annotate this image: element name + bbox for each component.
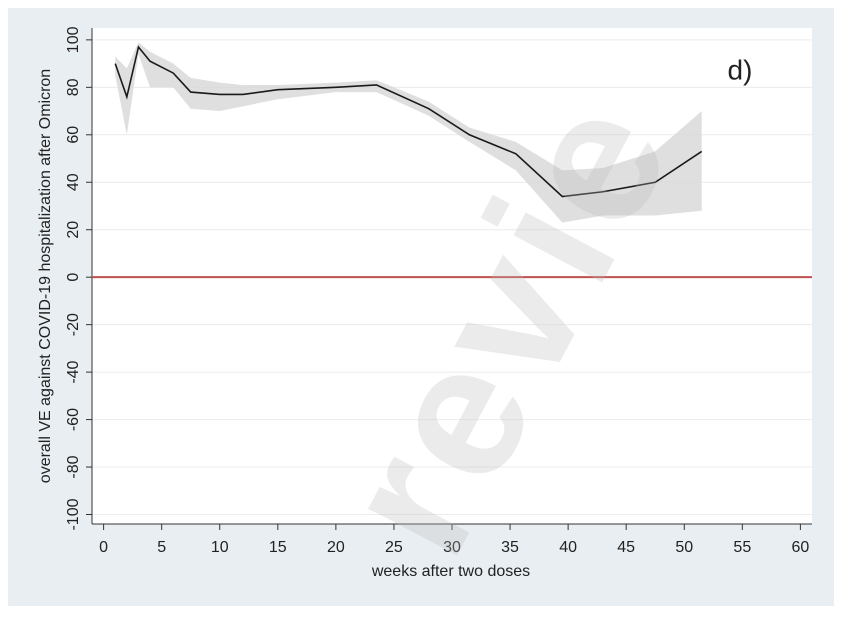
- y-tick-label: 20: [65, 221, 82, 239]
- plot-area: [92, 28, 812, 524]
- x-axis-label: weeks after two doses: [371, 563, 530, 580]
- y-tick-label: -40: [65, 360, 82, 383]
- y-tick-label: -80: [65, 455, 82, 478]
- x-tick-label: 20: [327, 539, 345, 556]
- y-tick-label: 80: [65, 78, 82, 96]
- x-tick-label: 0: [99, 539, 108, 556]
- x-tick-label: 15: [269, 539, 287, 556]
- y-tick-label: 60: [65, 126, 82, 144]
- x-tick-label: 5: [157, 539, 166, 556]
- y-tick-label: -60: [65, 408, 82, 431]
- y-tick-label: -20: [65, 313, 82, 336]
- x-tick-label: 50: [675, 539, 693, 556]
- x-tick-label: 25: [385, 539, 403, 556]
- line: [114, 45, 703, 198]
- x-tick-label: 35: [501, 539, 519, 556]
- confidence-band: [115, 42, 702, 223]
- x-tick-label: 30: [443, 539, 461, 556]
- y-tick-label: 40: [65, 173, 82, 191]
- y-tick-label: 0: [65, 273, 82, 282]
- x-tick-label: 40: [559, 539, 577, 556]
- annotation: d): [728, 54, 753, 85]
- y-tick-label: 100: [65, 26, 82, 53]
- x-tick-label: 45: [617, 539, 635, 556]
- x-tick-label: 10: [211, 539, 229, 556]
- x-tick-label: 55: [733, 539, 751, 556]
- y-axis-label: overall VE against COVID-19 hospitalizat…: [37, 69, 54, 483]
- x-tick-label: 60: [791, 539, 809, 556]
- y-tick-label: -100: [65, 498, 82, 530]
